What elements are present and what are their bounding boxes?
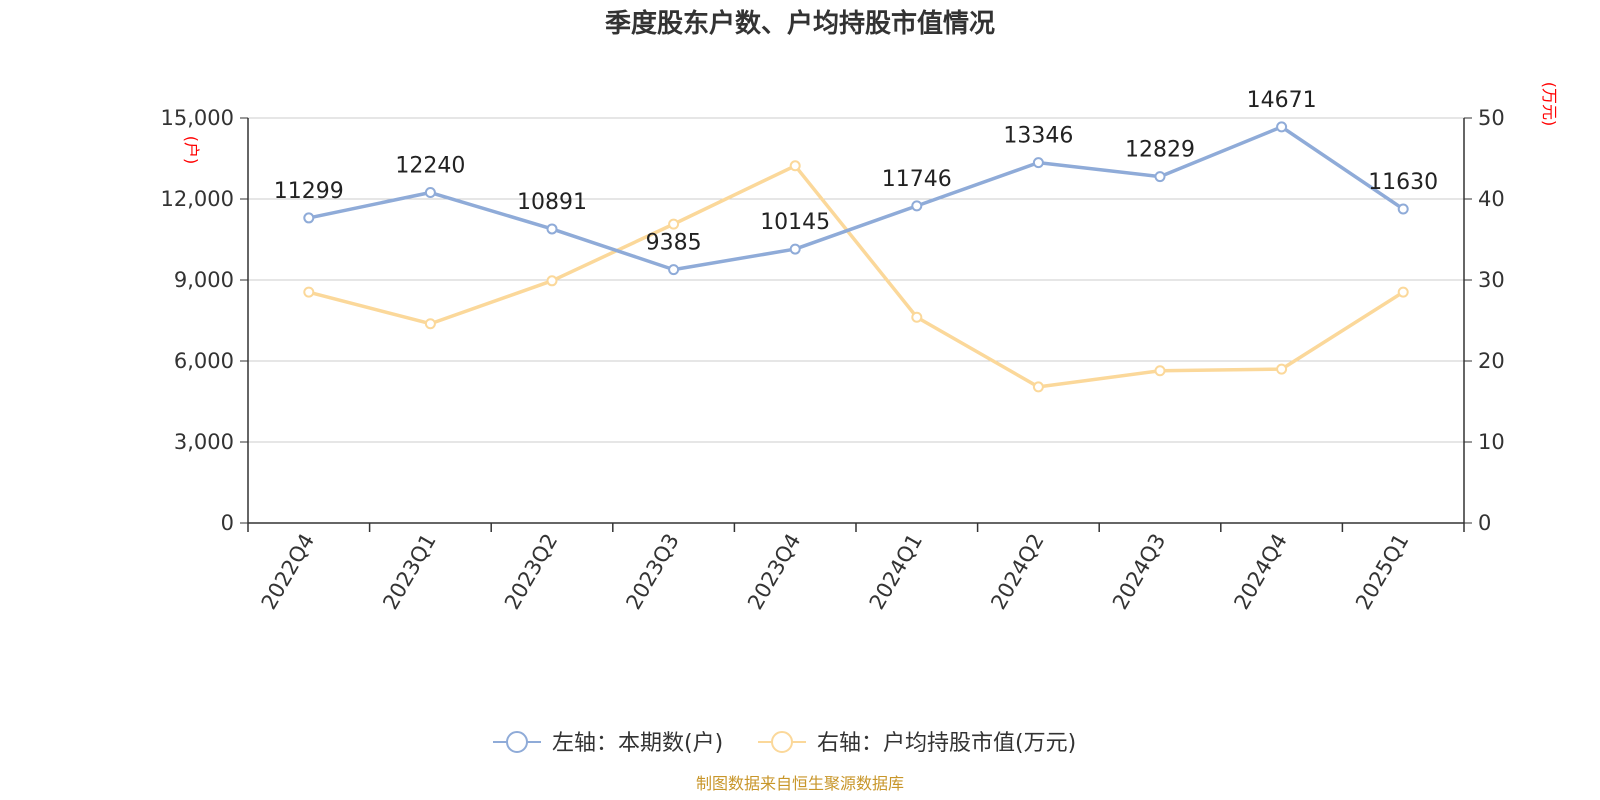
right-axis-tick-label: 10	[1478, 430, 1505, 454]
right-axis-ticks: 0 10 20 30 40 50	[1464, 106, 1505, 535]
legend-item-left-series[interactable]: 左轴：本期数(户)	[493, 731, 723, 756]
left-axis-tick-label: 3,000	[174, 430, 234, 454]
category-label: 2023Q4	[743, 530, 805, 614]
left-axis-tick-label: 6,000	[174, 349, 234, 373]
left-axis-tick-label: 9,000	[174, 268, 234, 292]
data-label-shareholder-count: 11299	[274, 179, 344, 204]
data-point-avg-holding-value	[1276, 363, 1288, 375]
data-point-avg-holding-value	[303, 286, 315, 298]
data-label-shareholder-count: 14671	[1247, 88, 1317, 113]
data-point-shareholder-count	[668, 264, 680, 276]
legend-marker-right-series	[771, 731, 793, 753]
category-label: 2025Q1	[1351, 530, 1413, 614]
data-label-shareholder-count: 13346	[1003, 124, 1073, 149]
data-label-shareholder-count: 10145	[760, 210, 830, 235]
left-axis-unit-label: (户)	[182, 136, 201, 165]
legend-marker-left-series	[506, 731, 528, 753]
data-point-avg-holding-value	[1154, 365, 1166, 377]
data-point-shareholder-count	[1397, 203, 1409, 215]
data-point-shareholder-count	[424, 187, 436, 199]
category-label: 2024Q1	[865, 530, 927, 614]
left-axis-tick-label: 0	[221, 511, 234, 535]
category-label: 2024Q2	[986, 530, 1048, 614]
data-point-shareholder-count	[1154, 171, 1166, 183]
chart-title: 季度股东户数、户均持股市值情况	[605, 8, 995, 39]
right-axis-tick-label: 30	[1478, 268, 1505, 292]
category-label: 2022Q4	[257, 530, 319, 614]
data-point-avg-holding-value	[911, 311, 923, 323]
data-label-shareholder-count: 11746	[882, 167, 952, 192]
category-label: 2023Q1	[378, 530, 440, 614]
series-lines	[303, 121, 1409, 393]
data-label-shareholder-count: 11630	[1368, 170, 1438, 195]
left-axis-tick-label: 15,000	[161, 106, 234, 130]
data-label-shareholder-count: 10891	[517, 190, 587, 215]
data-point-shareholder-count	[1276, 121, 1288, 133]
data-point-avg-holding-value	[668, 218, 680, 230]
right-axis-tick-label: 50	[1478, 106, 1505, 130]
data-point-avg-holding-value	[789, 160, 801, 172]
category-label: 2024Q3	[1108, 530, 1170, 614]
right-axis-unit-label: (万元)	[1540, 82, 1559, 127]
data-point-shareholder-count	[546, 223, 558, 235]
data-point-shareholder-count	[911, 200, 923, 212]
category-labels: 2022Q4 2023Q1 2023Q2 2023Q3 2023Q4 2024Q1 2024…	[257, 530, 1414, 614]
series-line-shareholder-count	[307, 125, 1405, 272]
data-source-note: 制图数据来自恒生聚源数据库	[696, 774, 904, 793]
right-axis-tick-label: 20	[1478, 349, 1505, 373]
legend[interactable]: 左轴：本期数(户) 右轴：户均持股市值(万元)	[493, 731, 1076, 756]
legend-label-right-series: 右轴：户均持股市值(万元)	[817, 731, 1076, 756]
data-point-shareholder-count	[1032, 157, 1044, 169]
data-label-shareholder-count: 9385	[646, 231, 702, 256]
data-point-avg-holding-value	[546, 275, 558, 287]
axes	[247, 118, 1465, 532]
data-point-avg-holding-value	[1397, 286, 1409, 298]
series-line-avg-holding-value	[307, 164, 1405, 389]
category-label: 2023Q3	[621, 530, 683, 614]
data-point-avg-holding-value	[424, 318, 436, 330]
data-label-shareholder-count: 12829	[1125, 138, 1195, 163]
data-point-shareholder-count	[303, 212, 315, 224]
data-labels: 11299 12240 10891 9385 10145 11746 13346 12829 1…	[274, 88, 1438, 256]
data-point-shareholder-count	[789, 243, 801, 255]
category-label: 2024Q4	[1229, 530, 1291, 614]
legend-item-right-series[interactable]: 右轴：户均持股市值(万元)	[758, 731, 1076, 756]
legend-label-left-series: 左轴：本期数(户)	[552, 731, 723, 756]
left-axis-tick-label: 12,000	[161, 187, 234, 211]
data-point-avg-holding-value	[1032, 381, 1044, 393]
left-axis-ticks: 0 3,000 6,000 9,000 12,000 15,000	[161, 106, 248, 535]
category-label: 2023Q2	[500, 530, 562, 614]
right-axis-tick-label: 40	[1478, 187, 1505, 211]
data-label-shareholder-count: 12240	[395, 154, 465, 179]
right-axis-tick-label: 0	[1478, 511, 1491, 535]
